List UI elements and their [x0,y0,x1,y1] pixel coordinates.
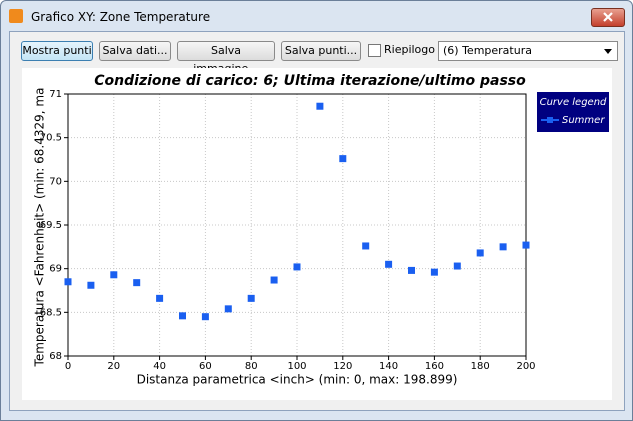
dropdown-value: (6) Temperatura [443,44,532,57]
legend-marker [547,117,553,123]
data-point [362,242,370,250]
dropdown[interactable]: (6) Temperatura [438,41,618,61]
x-tick-label: 20 [107,361,120,372]
close-button[interactable] [591,8,625,27]
x-tick-label: 120 [333,361,352,372]
data-point [408,266,415,274]
x-tick-label: 140 [379,361,398,372]
data-point [201,313,209,321]
y-axis-label: Temperatura <Fahrenheit> (min: 68.4329, … [33,88,47,368]
button[interactable]: Mostra punti [21,41,93,61]
chart-title: Condizione di carico: 6; Ultima iterazio… [94,73,526,89]
button[interactable]: Salva immagine... [177,41,275,75]
close-icon [603,12,613,22]
legend-title: Curve legend [540,97,607,108]
checkbox[interactable] [368,44,381,57]
legend-label: Summer [562,115,605,126]
y-tick-label: 70.5 [40,133,62,144]
data-point [316,102,324,110]
x-tick-label: 40 [153,361,166,372]
data-point [339,155,347,163]
data-point [453,262,461,270]
data-point [110,271,118,279]
x-tick-label: 80 [245,361,258,372]
window-body: Mostra punti Salva dati... Salva immagin… [9,31,625,411]
data-point [247,294,255,302]
y-tick-label: 71 [49,89,62,100]
x-tick-label: 200 [516,361,535,372]
data-point [133,279,141,287]
data-point [179,312,186,320]
y-tick-label: 69 [49,264,62,275]
legend-box [537,92,609,132]
checkbox-label[interactable]: Riepilogo [384,43,436,56]
data-point [430,268,438,276]
data-point [522,241,530,249]
data-point [270,276,278,284]
x-tick-label: 100 [287,361,306,372]
chart: Condizione di carico: 6; Ultima iterazio… [22,68,612,400]
y-tick-label: 69.5 [40,220,62,231]
chart-background [22,68,612,400]
x-axis-label: Distanza parametrica <inch> (min: 0, max… [137,373,458,387]
dropdown-arrow [604,49,612,54]
window-title: Grafico XY: Zone Temperature [31,10,211,24]
data-point [476,249,484,257]
app-icon [9,9,23,23]
data-point [64,278,72,286]
data-point [385,260,393,268]
data-point [293,263,301,271]
x-tick-label: 60 [199,361,212,372]
title-bar: Grafico XY: Zone Temperature [1,1,632,31]
x-tick-label: 160 [425,361,444,372]
data-point [156,294,164,302]
data-point [224,305,232,313]
y-tick-label: 70 [49,176,62,187]
x-tick-label: 180 [471,361,490,372]
button[interactable]: Salva dati... [99,41,171,61]
data-point [499,243,507,251]
y-tick-label: 68.5 [40,307,62,318]
x-tick-label: 0 [65,361,71,372]
plot-frame [67,93,527,357]
y-tick-label: 68 [49,351,62,362]
data-point [87,281,95,289]
button[interactable]: Salva punti... [281,41,361,61]
